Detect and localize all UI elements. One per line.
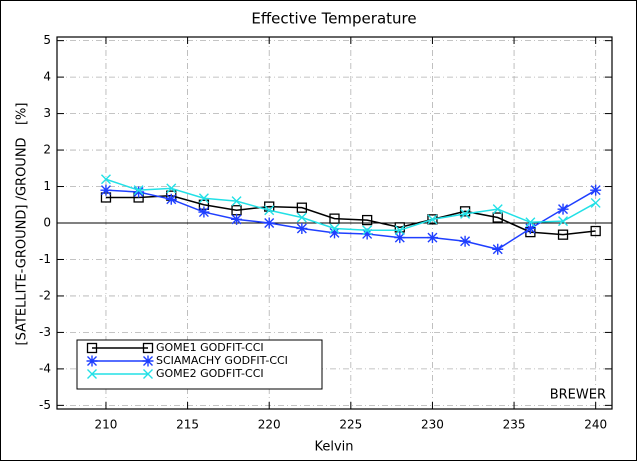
marker [525, 217, 536, 228]
series-line [105, 178, 597, 232]
legend-label: GOME1 GODFIT-CCI [156, 341, 264, 354]
marker [263, 217, 275, 229]
marker [329, 223, 340, 234]
marker [459, 206, 471, 217]
x-tick-label: 210 [95, 418, 118, 432]
y-tick-label: 5 [43, 33, 51, 47]
marker [426, 232, 438, 244]
annotation: BREWER [550, 388, 606, 403]
x-tick-label: 225 [339, 418, 362, 432]
marker [86, 342, 98, 354]
y-tick-label: 3 [43, 106, 51, 120]
marker [557, 229, 569, 240]
marker [198, 193, 209, 204]
y-tick-label: -1 [39, 252, 51, 266]
x-tick-label: 230 [421, 418, 444, 432]
marker [361, 228, 373, 240]
x-tick-label: 215 [176, 418, 199, 432]
marker [142, 342, 154, 354]
marker [492, 204, 503, 215]
marker [231, 196, 242, 207]
marker [143, 369, 153, 379]
marker [329, 227, 340, 239]
marker [133, 186, 145, 198]
marker [524, 222, 536, 234]
marker [296, 212, 307, 223]
marker [86, 355, 98, 367]
marker [264, 205, 275, 216]
marker [394, 222, 405, 233]
y-tick-label: 1 [43, 179, 51, 193]
marker [394, 225, 405, 236]
legend-label: GOME2 GODFIT-CCI [156, 367, 264, 380]
marker [459, 235, 471, 247]
x-tick-label: 240 [584, 418, 607, 432]
marker [296, 222, 308, 234]
marker [231, 213, 243, 225]
marker [142, 355, 154, 367]
y-tick-label: 4 [43, 70, 51, 84]
marker [100, 184, 112, 196]
marker [100, 174, 111, 185]
series-line [105, 189, 597, 251]
marker [557, 203, 569, 215]
marker [329, 213, 340, 224]
plot-frame [56, 36, 613, 410]
chart-title: Effective Temperature [251, 10, 416, 28]
marker [394, 232, 406, 244]
marker [590, 184, 602, 196]
marker [87, 369, 97, 379]
marker [590, 225, 601, 237]
y-axis-label: [SATELLITE-GROUND] /GROUND [%] [15, 103, 30, 346]
marker [460, 208, 471, 219]
y-tick-label: 2 [43, 143, 51, 157]
x-tick-label: 220 [258, 418, 281, 432]
series-line [105, 194, 596, 236]
marker [590, 197, 601, 208]
y-tick-label: 0 [43, 216, 51, 230]
y-tick-label: -2 [39, 288, 51, 302]
marker [362, 225, 373, 236]
legend-label: SCIAMACHY GODFIT-CCI [156, 354, 288, 367]
x-tick-label: 235 [503, 418, 526, 432]
marker [492, 212, 503, 223]
y-tick-label: -5 [39, 398, 51, 412]
marker [165, 193, 177, 205]
marker [296, 202, 308, 213]
marker [427, 214, 438, 225]
marker [492, 243, 504, 255]
marker [558, 216, 569, 227]
marker [166, 183, 177, 194]
marker [133, 185, 144, 196]
y-tick-label: -3 [39, 325, 51, 339]
y-tick-label: -4 [39, 361, 51, 375]
marker [361, 214, 373, 226]
marker [198, 206, 210, 218]
x-axis-label: Kelvin [314, 440, 353, 455]
